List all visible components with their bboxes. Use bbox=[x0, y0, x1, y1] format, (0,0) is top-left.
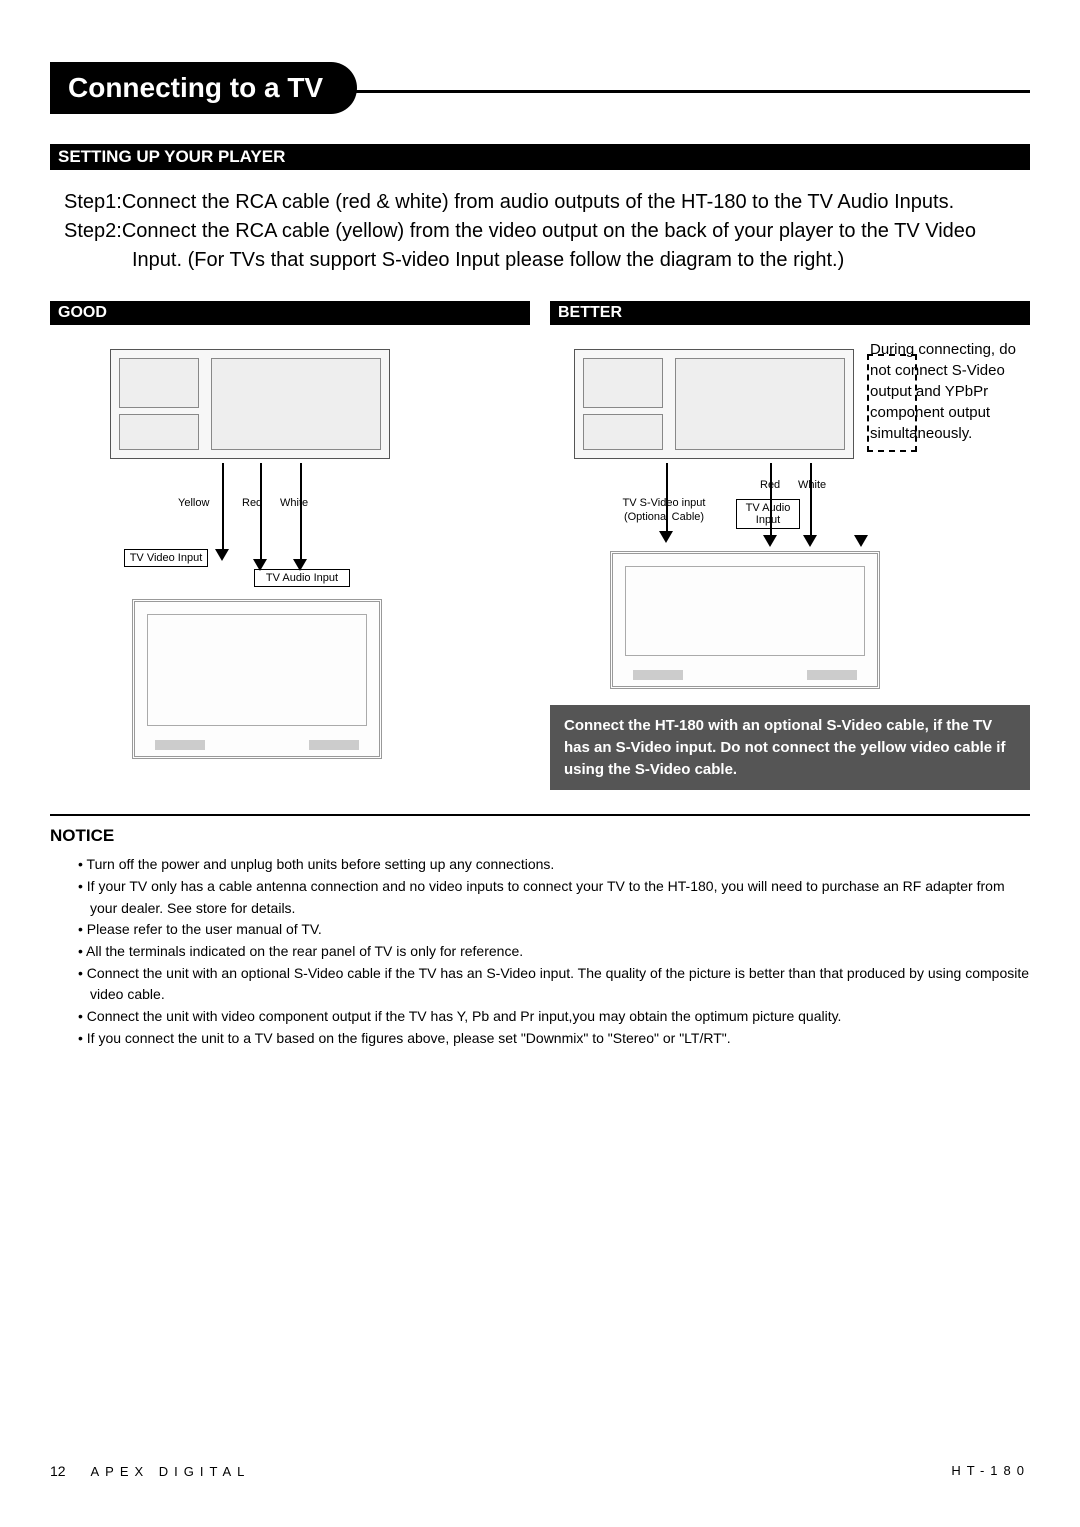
cable-line-icon bbox=[260, 463, 262, 563]
label-white: White bbox=[280, 497, 308, 509]
tv-screen-icon bbox=[147, 614, 367, 726]
notice-item: • Turn off the power and unplug both uni… bbox=[78, 854, 1030, 876]
notice-item-text: Connect the unit with video component ou… bbox=[87, 1008, 842, 1024]
better-column: BETTER Red White TV S-Video input (Optio… bbox=[550, 301, 1030, 790]
notice-item-text: If your TV only has a cable antenna conn… bbox=[87, 878, 1005, 916]
svideo-note-box: Connect the HT-180 with an optional S-Vi… bbox=[550, 705, 1030, 790]
step-2-continuation: Input. (For TVs that support S-video Inp… bbox=[64, 246, 1018, 275]
step-1: Step1:Connect the RCA cable (red & white… bbox=[64, 188, 1018, 217]
page-title: Connecting to a TV bbox=[50, 62, 357, 114]
good-header: GOOD bbox=[50, 301, 530, 325]
notice-item: • If you connect the unit to a TV based … bbox=[78, 1028, 1030, 1050]
tv-front-icon bbox=[132, 599, 382, 759]
notice-rule bbox=[50, 814, 1030, 816]
player-rear-panel bbox=[574, 349, 854, 459]
player-rear-panel bbox=[110, 349, 390, 459]
tv-screen-icon bbox=[625, 566, 865, 656]
cable-line-icon bbox=[222, 463, 224, 553]
arrow-down-icon bbox=[854, 535, 868, 547]
cable-line-icon bbox=[300, 463, 302, 563]
rear-panel-section-icon bbox=[211, 358, 381, 450]
label-tv-svideo-input: TV S-Video input (Optional Cable) bbox=[604, 497, 724, 525]
rear-panel-section-icon bbox=[675, 358, 845, 450]
cable-line-icon bbox=[810, 463, 812, 537]
step-2: Step2:Connect the RCA cable (yellow) fro… bbox=[64, 217, 1018, 246]
tv-stand-icon bbox=[155, 740, 205, 750]
rear-panel-section-icon bbox=[583, 358, 663, 408]
page-number: 12 bbox=[50, 1463, 66, 1479]
notice-item-text: Turn off the power and unplug both units… bbox=[87, 856, 555, 872]
better-diagram: Red White TV S-Video input (Optional Cab… bbox=[550, 339, 1030, 699]
notice-item-text: Please refer to the user manual of TV. bbox=[87, 921, 322, 937]
notice-item: • Connect the unit with an optional S-Vi… bbox=[78, 963, 1030, 1006]
notice-item: • Please refer to the user manual of TV. bbox=[78, 919, 1030, 941]
diagram-columns: GOOD Yellow Red White TV Video Input TV … bbox=[50, 301, 1030, 790]
good-column: GOOD Yellow Red White TV Video Input TV … bbox=[50, 301, 530, 790]
label-tv-video-input: TV Video Input bbox=[124, 549, 208, 567]
label-tv-audio-input: TV Audio Input bbox=[736, 499, 800, 529]
notice-heading: NOTICE bbox=[50, 826, 1030, 846]
notice-item-text: All the terminals indicated on the rear … bbox=[86, 943, 523, 959]
better-header: BETTER bbox=[550, 301, 1030, 325]
label-tv-audio-input: TV Audio Input bbox=[254, 569, 350, 587]
arrow-down-icon bbox=[215, 549, 229, 561]
label-white: White bbox=[798, 479, 826, 491]
cable-line-icon bbox=[666, 463, 668, 533]
rear-panel-section-icon bbox=[583, 414, 663, 450]
tv-stand-icon bbox=[633, 670, 683, 680]
tv-stand-icon bbox=[807, 670, 857, 680]
arrow-down-icon bbox=[659, 531, 673, 543]
arrow-down-icon bbox=[763, 535, 777, 547]
notice-item: • Connect the unit with video component … bbox=[78, 1006, 1030, 1028]
notice-item-text: If you connect the unit to a TV based on… bbox=[87, 1030, 731, 1046]
rear-panel-section-icon bbox=[119, 414, 199, 450]
setup-steps: Step1:Connect the RCA cable (red & white… bbox=[50, 188, 1030, 275]
notice-list: • Turn off the power and unplug both uni… bbox=[50, 854, 1030, 1049]
footer-model: HT-180 bbox=[951, 1463, 1030, 1479]
cable-line-icon bbox=[770, 463, 772, 537]
good-diagram: Yellow Red White TV Video Input TV Audio… bbox=[50, 339, 530, 769]
rear-panel-section-icon bbox=[119, 358, 199, 408]
page-title-wrap: Connecting to a TV bbox=[50, 62, 1030, 122]
tv-stand-icon bbox=[309, 740, 359, 750]
arrow-down-icon bbox=[803, 535, 817, 547]
section-header: SETTING UP YOUR PLAYER bbox=[50, 144, 1030, 170]
notice-item-text: Connect the unit with an optional S-Vide… bbox=[87, 965, 1029, 1003]
footer-left: 12 APEX DIGITAL bbox=[50, 1463, 250, 1479]
notice-item: • If your TV only has a cable antenna co… bbox=[78, 876, 1030, 919]
label-yellow: Yellow bbox=[178, 497, 209, 509]
footer-brand: APEX DIGITAL bbox=[90, 1464, 250, 1479]
notice-item: • All the terminals indicated on the rea… bbox=[78, 941, 1030, 963]
better-side-note: During connecting, do not connect S-Vide… bbox=[870, 339, 1030, 444]
page-footer: 12 APEX DIGITAL HT-180 bbox=[50, 1463, 1030, 1479]
tv-front-icon bbox=[610, 551, 880, 689]
